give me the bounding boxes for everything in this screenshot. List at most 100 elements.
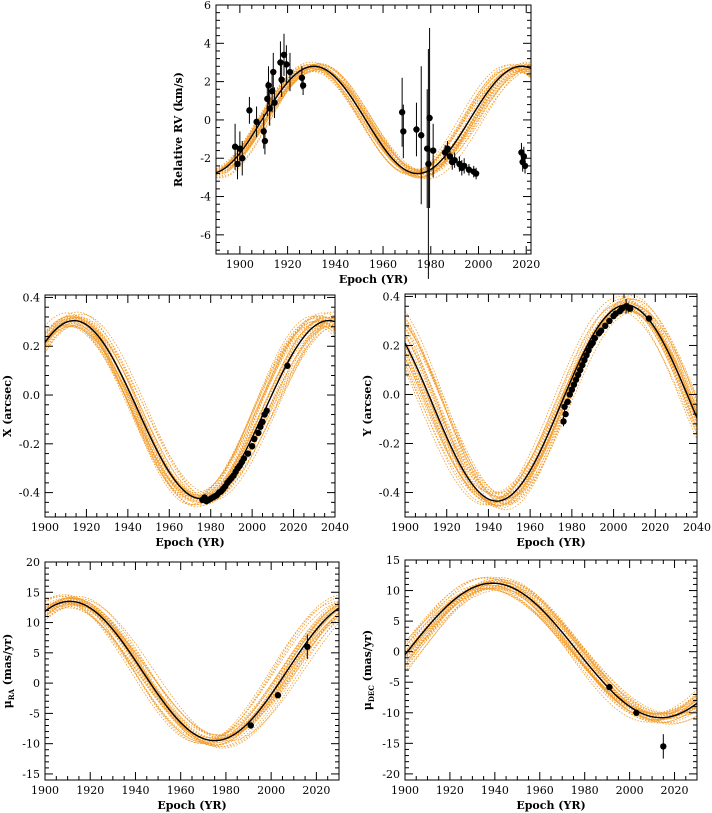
data-point xyxy=(564,398,571,406)
best-fit-orbit xyxy=(45,600,339,742)
y-tick-label: 5 xyxy=(393,615,400,628)
y-tick-label: -5 xyxy=(389,676,400,689)
data-point xyxy=(400,128,407,135)
orbit-sample xyxy=(405,298,697,504)
data-point xyxy=(561,403,568,410)
data-point xyxy=(248,443,256,450)
y-tick-label: 4 xyxy=(204,37,211,50)
y-tick-label: 10 xyxy=(386,585,400,598)
y-tick-label: -2 xyxy=(200,152,211,165)
data-point xyxy=(261,137,269,145)
orbit-sample xyxy=(405,579,697,725)
x-tick-label: 1900 xyxy=(31,521,59,534)
data-point xyxy=(570,381,578,388)
orbit-sample xyxy=(45,598,339,741)
y-tick-label: 0 xyxy=(204,114,211,127)
orbit-sample xyxy=(45,607,339,738)
plot-frame xyxy=(404,559,698,781)
x-tick-label: 1940 xyxy=(481,784,509,797)
data-point xyxy=(572,376,580,383)
data-point xyxy=(260,128,267,135)
x-tick-label: 2000 xyxy=(600,521,628,534)
data-point xyxy=(579,361,586,369)
data-point xyxy=(259,418,266,426)
x-tick-label: 1940 xyxy=(321,258,349,271)
orbit-sample xyxy=(405,306,697,498)
y-tick-label: -15 xyxy=(22,768,40,781)
y-tick-label: -4 xyxy=(200,191,211,204)
data-point xyxy=(240,455,248,462)
orbit-sample xyxy=(216,63,531,180)
panel-y: 1900 1920 1940 1960 1980 2000 2020 2040 -0.4 -0.2… xyxy=(361,290,711,549)
x-axis-label: Epoch (YR) xyxy=(516,536,585,549)
data-point xyxy=(627,305,634,312)
data-point xyxy=(398,109,406,116)
y-tick-label: -0.2 xyxy=(379,437,400,450)
data-point xyxy=(278,76,285,83)
orbit-sample xyxy=(405,580,697,719)
x-tick-label: 1940 xyxy=(474,521,502,534)
y-tick-label: 10 xyxy=(26,617,40,630)
orbit-sample xyxy=(45,315,335,506)
orbit-sample xyxy=(45,601,339,740)
y-tick-label: -6 xyxy=(200,229,211,242)
orbit-sample xyxy=(45,319,335,502)
x-tick-label: 1920 xyxy=(436,784,464,797)
x-tick-label: 2000 xyxy=(257,784,285,797)
x-tick-label: 2020 xyxy=(512,258,540,271)
orbit-sample xyxy=(405,307,697,495)
orbit-sample xyxy=(45,320,335,497)
panel-mura: 1900 1920 1940 1960 1980 2000 2020 -15 -10 -5 0 5 10… xyxy=(1,556,340,812)
orbit-sample xyxy=(45,318,335,500)
y-tick-label: 0 xyxy=(393,646,400,659)
orbit-sample xyxy=(45,316,335,503)
x-tick-label: 1980 xyxy=(417,258,445,271)
orbit-sample xyxy=(405,299,697,505)
orbit-sample xyxy=(45,598,339,742)
data-point xyxy=(234,160,241,168)
orbit-sample xyxy=(405,309,697,494)
y-tick-label: 0.2 xyxy=(23,340,41,353)
data-points xyxy=(247,634,311,729)
data-point xyxy=(606,317,613,325)
orbit-sample xyxy=(45,315,335,502)
panel-mudec: 1900 1920 1940 1960 1980 2000 2020 -20 -15 -10 -5 0… xyxy=(361,554,698,812)
y-tick-label: 2 xyxy=(204,76,211,89)
orbit-sample xyxy=(405,584,697,716)
orbit-sample xyxy=(216,68,531,174)
data-point xyxy=(280,51,288,58)
orbit-sample xyxy=(45,313,335,501)
orbit-sample xyxy=(45,605,339,737)
orbit-sample xyxy=(405,579,697,721)
data-point xyxy=(283,61,290,68)
orbit-sample xyxy=(405,307,697,500)
orbit-sample xyxy=(45,599,339,740)
x-tick-label: 2020 xyxy=(661,784,689,797)
x-axis-label: Epoch (YR) xyxy=(157,799,226,812)
orbit-sample xyxy=(405,312,697,499)
orbit-sample xyxy=(405,307,697,501)
y-tick-label: -0.2 xyxy=(19,438,40,451)
orbit-sample xyxy=(45,320,335,499)
data-point xyxy=(286,68,294,76)
orbit-sample xyxy=(405,306,697,506)
x-tick-label: 2040 xyxy=(683,521,711,534)
y-tick-label: 5 xyxy=(33,647,40,660)
orbit-sample xyxy=(45,324,335,499)
y-tick-label: -0.4 xyxy=(19,487,40,500)
orbit-sample xyxy=(45,601,339,744)
orbit-sample xyxy=(405,304,697,503)
x-tick-label: 1940 xyxy=(121,784,149,797)
data-point xyxy=(274,692,282,699)
y-tick-label: 15 xyxy=(386,554,400,567)
data-points xyxy=(199,362,291,505)
x-tick-label: 2000 xyxy=(616,784,644,797)
orbit-sample xyxy=(216,64,531,177)
orbit-sample xyxy=(45,323,335,496)
data-point xyxy=(265,82,272,89)
x-tick-label: 1980 xyxy=(558,521,586,534)
x-tick-label: 1960 xyxy=(516,521,544,534)
y-axis-label: Y (arcsec) xyxy=(361,375,374,438)
x-tick-label: 1900 xyxy=(391,521,419,534)
orbit-sample xyxy=(405,577,697,724)
